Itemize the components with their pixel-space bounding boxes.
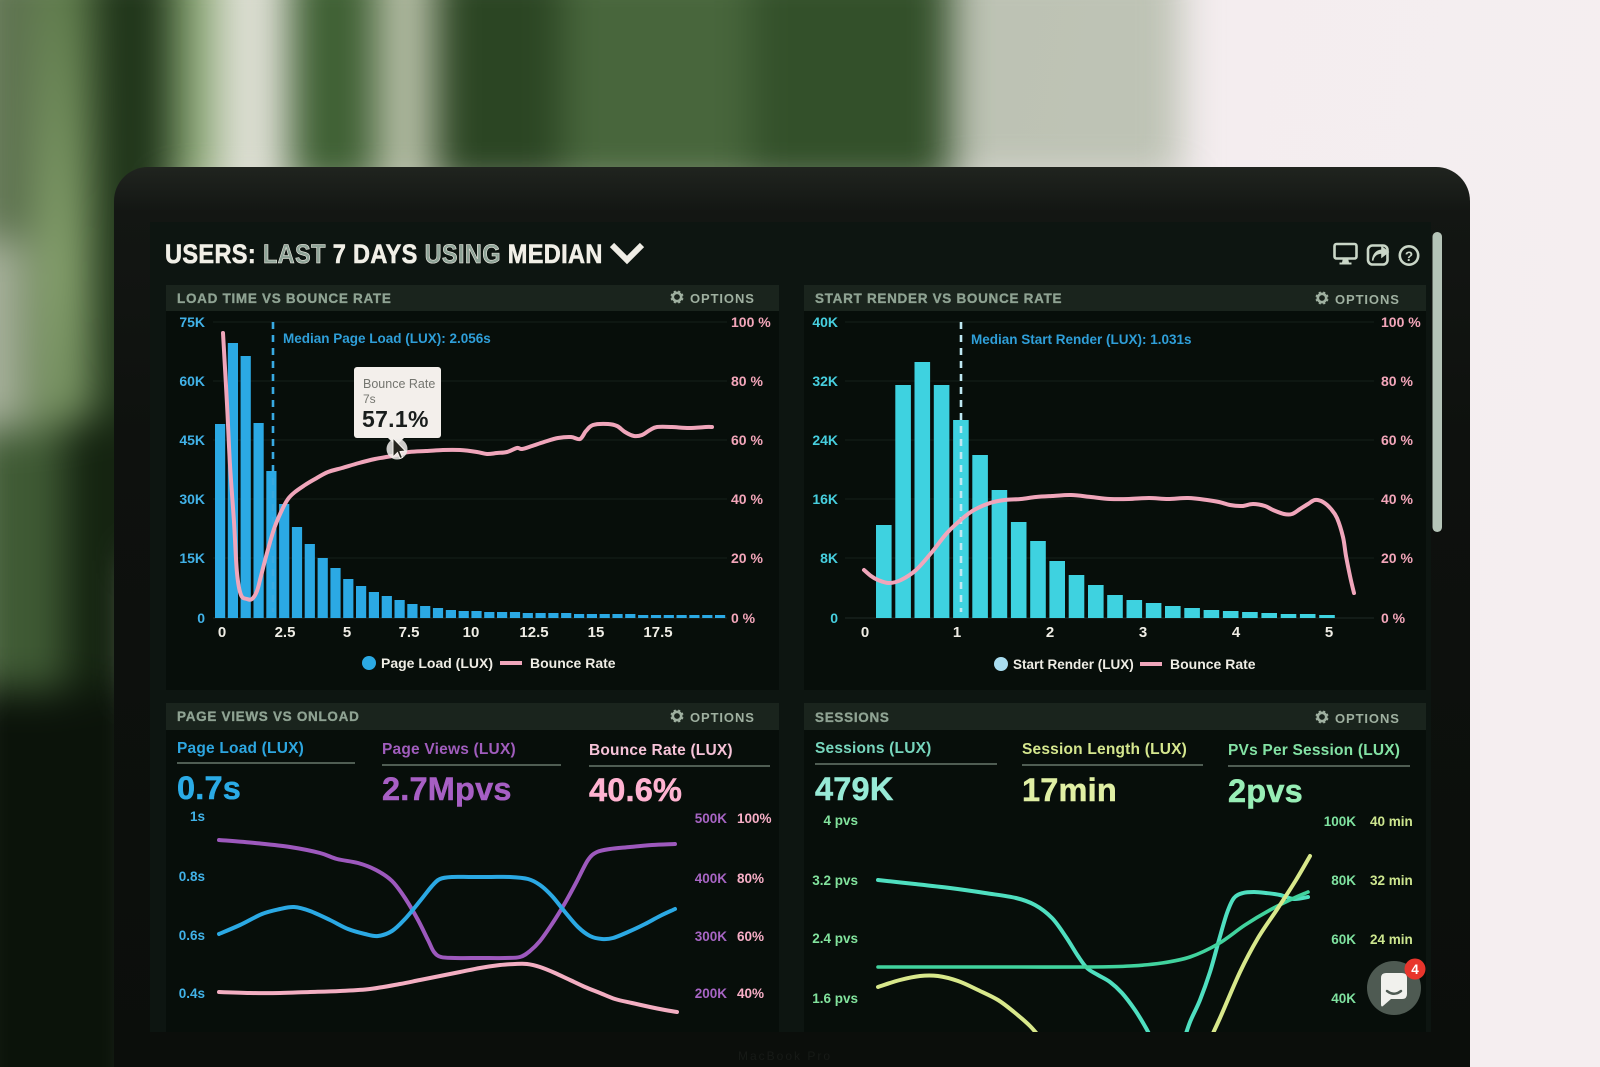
- svg-text:3: 3: [1139, 624, 1147, 641]
- svg-text:60%: 60%: [737, 929, 764, 944]
- svg-text:0.4s: 0.4s: [179, 986, 205, 1001]
- svg-text:0: 0: [830, 610, 838, 626]
- svg-text:2.4 pvs: 2.4 pvs: [812, 931, 858, 946]
- svg-text:60K: 60K: [179, 373, 205, 389]
- svg-text:4: 4: [1411, 962, 1419, 977]
- svg-text:?: ?: [1405, 249, 1413, 264]
- svg-text:7s: 7s: [363, 392, 376, 406]
- svg-text:1s: 1s: [190, 809, 205, 824]
- svg-text:3.2 pvs: 3.2 pvs: [812, 873, 858, 888]
- svg-text:40 %: 40 %: [731, 491, 763, 507]
- svg-text:60K: 60K: [1331, 932, 1356, 947]
- svg-text:40K: 40K: [1331, 991, 1356, 1006]
- svg-text:80%: 80%: [737, 871, 764, 886]
- svg-text:20 %: 20 %: [731, 550, 763, 566]
- svg-text:24 min: 24 min: [1370, 932, 1413, 947]
- svg-text:100K: 100K: [1324, 814, 1357, 829]
- svg-text:Bounce Rate: Bounce Rate: [1170, 656, 1256, 672]
- svg-text:24K: 24K: [812, 432, 838, 448]
- svg-text:100 %: 100 %: [1381, 314, 1421, 330]
- svg-text:4 pvs: 4 pvs: [823, 813, 858, 828]
- svg-text:1: 1: [953, 624, 961, 641]
- svg-text:57.1%: 57.1%: [362, 406, 429, 432]
- svg-text:200K: 200K: [695, 986, 728, 1001]
- svg-text:Median Page Load (LUX): 2.056s: Median Page Load (LUX): 2.056s: [283, 331, 491, 346]
- svg-text:400K: 400K: [695, 871, 728, 886]
- svg-text:5: 5: [1325, 624, 1333, 641]
- svg-text:Bounce Rate: Bounce Rate: [530, 655, 616, 671]
- svg-text:2.5: 2.5: [275, 624, 296, 641]
- svg-text:0: 0: [218, 624, 226, 641]
- svg-text:80 %: 80 %: [1381, 373, 1413, 389]
- svg-text:12.5: 12.5: [519, 624, 548, 641]
- svg-text:0 %: 0 %: [1381, 610, 1406, 626]
- svg-text:Page Load (LUX): Page Load (LUX): [381, 655, 493, 671]
- svg-text:40 min: 40 min: [1370, 814, 1413, 829]
- svg-text:4: 4: [1232, 624, 1241, 641]
- svg-text:80K: 80K: [1331, 873, 1356, 888]
- svg-text:32K: 32K: [812, 373, 838, 389]
- svg-text:0 %: 0 %: [731, 610, 756, 626]
- svg-text:10: 10: [463, 624, 480, 641]
- svg-text:15K: 15K: [179, 550, 205, 566]
- svg-text:40K: 40K: [812, 314, 838, 330]
- svg-text:75K: 75K: [179, 314, 205, 330]
- svg-text:0.6s: 0.6s: [179, 928, 205, 943]
- svg-text:20 %: 20 %: [1381, 550, 1413, 566]
- svg-text:5: 5: [343, 624, 351, 641]
- svg-text:40 %: 40 %: [1381, 491, 1413, 507]
- svg-text:1.6 pvs: 1.6 pvs: [812, 991, 858, 1006]
- svg-text:8K: 8K: [820, 550, 838, 566]
- svg-text:Median Start Render (LUX): 1.0: Median Start Render (LUX): 1.031s: [971, 332, 1192, 347]
- svg-text:80 %: 80 %: [731, 373, 763, 389]
- svg-text:7.5: 7.5: [399, 624, 420, 641]
- svg-text:30K: 30K: [179, 491, 205, 507]
- svg-text:60 %: 60 %: [1381, 432, 1413, 448]
- svg-text:500K: 500K: [695, 811, 728, 826]
- svg-text:Start Render (LUX): Start Render (LUX): [1013, 657, 1134, 672]
- svg-text:0: 0: [861, 624, 869, 641]
- svg-text:40%: 40%: [737, 986, 764, 1001]
- svg-text:0.8s: 0.8s: [179, 869, 205, 884]
- svg-text:Bounce Rate: Bounce Rate: [363, 377, 435, 391]
- svg-text:60 %: 60 %: [731, 432, 763, 448]
- svg-text:300K: 300K: [695, 929, 728, 944]
- svg-text:100 %: 100 %: [731, 314, 771, 330]
- svg-text:2: 2: [1046, 624, 1054, 641]
- svg-text:100%: 100%: [737, 811, 772, 826]
- svg-text:15: 15: [588, 624, 605, 641]
- svg-text:16K: 16K: [812, 491, 838, 507]
- svg-text:0: 0: [197, 610, 205, 626]
- svg-text:45K: 45K: [179, 432, 205, 448]
- svg-text:32 min: 32 min: [1370, 873, 1413, 888]
- svg-text:17.5: 17.5: [643, 624, 672, 641]
